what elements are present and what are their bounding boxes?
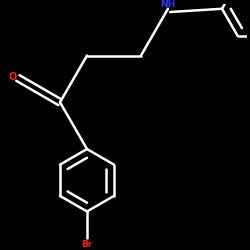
Text: Br: Br — [81, 240, 93, 249]
Text: NH: NH — [160, 0, 176, 9]
Text: O: O — [9, 72, 17, 82]
